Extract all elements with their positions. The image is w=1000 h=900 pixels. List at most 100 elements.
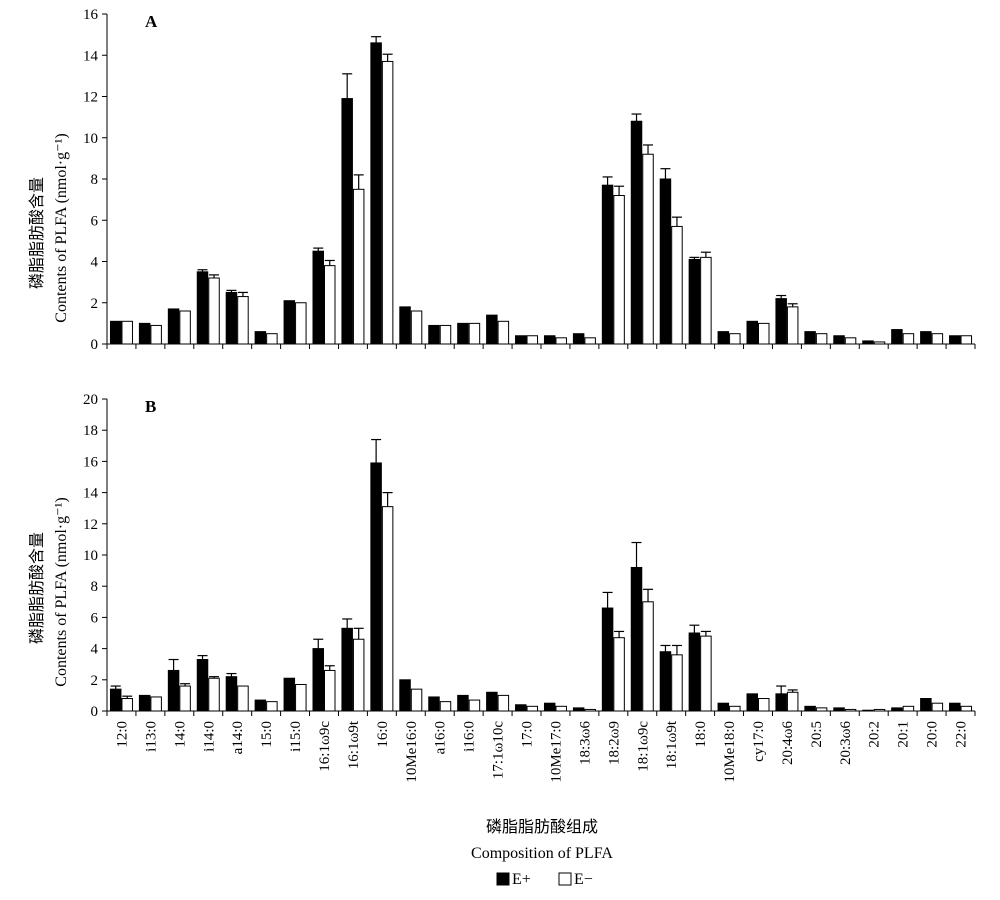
bar-E+-17:1ω10c [486,691,498,712]
y-tick-label-1: 10 [83,548,98,564]
bar-E+-18:3ω6 [572,333,585,345]
bar-E+-10Me18:0 [717,331,730,345]
bar-E−-18:2ω9 [613,195,625,345]
bar-E+-10Me17:0 [543,335,556,345]
bar-E−-16:0 [381,60,394,345]
bar-E+-16:1ω9t [341,98,353,345]
bar-E−-17:1ω10c [497,320,510,345]
bar-E+-i16:0 [457,694,469,712]
bar-E−-a14:0 [237,685,249,712]
legend-label-E-: E− [574,871,593,888]
category-label: 20:4ω6 [780,721,796,766]
bar-E+-17:1ω10c [486,314,498,345]
panel-label-B: B [145,397,156,416]
bar-E+-10Me16:0 [399,306,411,345]
bar-E−-16:1ω9c [324,265,336,345]
bar-E−-20:1 [902,333,915,345]
panel-label-A: A [145,12,158,31]
y-tick-label-0: 6 [91,213,99,229]
bar-E−-20:3ω6 [844,708,857,712]
bar-E−-cy17:0 [758,322,770,345]
bar-E+-16:0 [370,462,382,712]
category-label: i13:0 [143,721,159,752]
bar-E−-18:1ω9c [642,153,654,345]
bar-E+-17:0 [515,704,527,712]
y-tick-label-1: 0 [91,704,99,720]
category-label: 20:2 [867,721,883,748]
bar-E+-20:1 [891,707,903,712]
category-label: 22:0 [954,721,970,748]
bar-E+-20:2 [862,709,874,712]
bar-E+-i14:0 [196,271,209,345]
bar-E−-i13:0 [150,696,162,712]
category-label: a14:0 [230,721,246,754]
bar-E−-10Me16:0 [410,310,423,345]
bar-E+-20:3ω6 [833,335,845,345]
bar-E+-a16:0 [428,324,440,345]
bar-E−-i14:0 [208,277,220,345]
bar-E+-18:0 [688,632,701,712]
bar-E−-20:2 [873,341,886,345]
bar-E+-20:4ω6 [775,693,787,712]
category-label: 15:0 [259,721,275,748]
bar-E+-20:5 [804,705,816,712]
bar-E−-18:1ω9t [671,654,683,712]
bar-E+-14:0 [167,669,180,712]
y-tick-label-0: 0 [91,337,99,353]
x-axis-title-en: Composition of PLFA [471,845,613,862]
bar-E−-18:0 [700,256,712,345]
y-tick-label-1: 2 [91,673,99,689]
bar-E−-12:0 [121,698,133,712]
bar-E−-i16:0 [468,322,481,345]
bar-E+-a16:0 [428,696,440,712]
y-axis-title-en-1: Contents of PLFA (nmol·g⁻¹) [53,497,70,686]
bar-E−-14:0 [179,310,191,345]
y-tick-label-0: 10 [83,131,98,147]
bar-E+-a14:0 [225,676,238,712]
category-label: 16:0 [375,721,391,748]
bar-E−-20:2 [873,708,886,712]
category-label: 16:1ω9c [317,721,333,772]
y-tick-label-0: 8 [91,172,99,188]
bar-E−-20:0 [931,702,944,712]
bar-E+-i13:0 [138,322,151,345]
category-label: i14:0 [201,721,217,752]
bar-E−-10Me17:0 [555,337,567,345]
category-label: i15:0 [288,721,304,752]
bar-E−-10Me18:0 [729,705,741,712]
bar-E−-18:2ω9 [613,637,625,712]
bar-E+-22:0 [949,702,961,712]
bar-E+-12:0 [109,320,122,345]
bar-E+-18:3ω6 [572,707,585,712]
bar-E+-15:0 [254,331,267,345]
bar-E+-16:0 [370,42,382,345]
bar-E+-18:1ω9t [659,178,672,345]
bar-E+-22:0 [949,335,961,345]
bar-E−-10Me18:0 [729,333,741,345]
category-label: 18:1ω9c [635,721,651,772]
bar-E+-15:0 [254,699,267,712]
y-tick-label-0: 14 [83,48,99,64]
y-tick-label-1: 4 [91,642,99,658]
bar-E+-20:4ω6 [775,298,787,345]
legend-label-E+: E+ [512,871,531,888]
bar-E−-20:0 [931,333,944,345]
category-label: 20:0 [925,721,941,748]
bar-E−-18:1ω9t [671,225,683,345]
bar-E+-20:0 [920,698,932,712]
bar-E−-18:1ω9c [642,601,654,712]
bar-E+-a14:0 [225,291,238,345]
category-label: cy17:0 [751,721,767,762]
category-label: 18:3ω6 [577,721,593,766]
bar-E−-20:4ω6 [786,691,799,712]
y-tick-label-1: 16 [83,454,99,470]
category-label: 14:0 [172,721,188,748]
y-tick-label-1: 6 [91,610,99,626]
bar-E+-18:2ω9 [601,607,614,712]
category-label: 10Me17:0 [548,721,564,783]
bar-E−-18:3ω6 [584,337,596,345]
category-label: a16:0 [433,721,449,754]
bar-E+-10Me17:0 [543,702,556,712]
bar-E−-16:1ω9c [324,669,336,712]
